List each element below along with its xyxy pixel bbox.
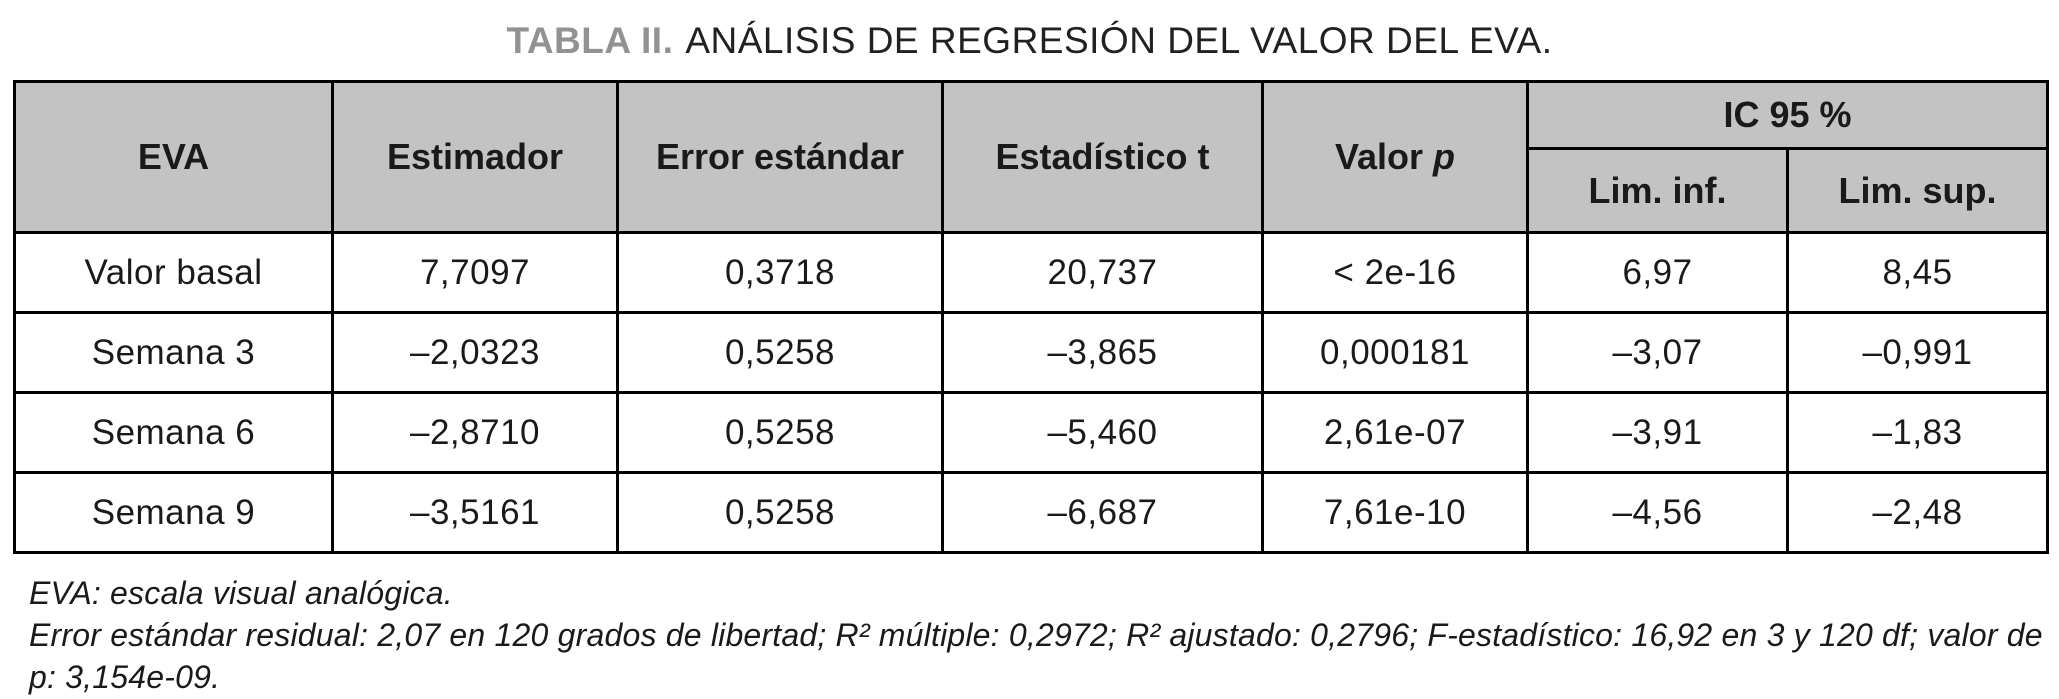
table-header-row-2: Lim. inf. Lim. sup. [15,147,2049,234]
table-title: TABLA II. ANÁLISIS DE REGRESIÓN DEL VALOR… [13,20,2046,62]
table-cell: 20,737 [941,231,1264,314]
regression-table: EVA Estimador Error estándar Estadístico… [13,79,2049,554]
table-cell: 8,45 [1786,231,2049,314]
table-cell: –6,687 [941,471,1264,554]
table-cell: < 2e-16 [1261,231,1529,314]
header-lim-sup: Lim. sup. [1786,147,2049,234]
table-cell: 0,3718 [616,231,944,314]
table-cell: –3,07 [1526,311,1789,394]
table-cell: –3,91 [1526,391,1789,474]
footnote-abbreviation: EVA: escala visual analógica. [29,575,453,611]
table-cell: –3,865 [941,311,1264,394]
table-cell: 0,5258 [616,311,944,394]
table-title-label: TABLA II. [506,20,674,61]
table-cell: –2,8710 [331,391,619,474]
table-cell: 0,5258 [616,391,944,474]
table-row: Valor basal 7,7097 0,3718 20,737 < 2e-16… [13,231,2049,314]
table-title-text: ANÁLISIS DE REGRESIÓN DEL VALOR DEL EVA. [685,20,1553,61]
table-cell: Semana 6 [13,391,334,474]
table-cell: –4,56 [1526,471,1789,554]
header-ic95: IC 95 % [1526,79,2049,151]
header-error-estandar: Error estándar [616,80,944,234]
table-cell: 7,7097 [331,231,619,314]
table-body: Valor basal 7,7097 0,3718 20,737 < 2e-16… [13,231,2049,554]
table-cell: 7,61e-10 [1261,471,1529,554]
header-eva: EVA [13,80,334,234]
table-cell: 0,000181 [1261,311,1529,394]
header-valor-p-prefix: Valor [1334,136,1434,177]
table-cell: Semana 9 [13,471,334,554]
table-row: Semana 9 –3,5161 0,5258 –6,687 7,61e-10 … [13,471,2049,554]
header-estadistico-t: Estadístico t [941,80,1264,234]
header-lim-inf: Lim. inf. [1526,147,1789,234]
table-footnotes: EVA: escala visual analógica. Error está… [29,572,2043,699]
table-header: EVA Estimador Error estándar Estadístico… [13,79,2049,234]
table-cell: –2,0323 [331,311,619,394]
header-valor-p: Valor p [1261,80,1529,234]
table-cell: –3,5161 [331,471,619,554]
header-estimador: Estimador [331,80,619,234]
header-valor-p-symbol: p [1433,136,1456,177]
footnote-statistics: Error estándar residual: 2,07 en 120 gra… [29,617,2043,696]
table-cell: 0,5258 [616,471,944,554]
table-cell: Valor basal [13,231,334,314]
table-row: Semana 6 –2,8710 0,5258 –5,460 2,61e-07 … [13,391,2049,474]
table-cell: –0,991 [1786,311,2049,394]
table-cell: –5,460 [941,391,1264,474]
table-row: Semana 3 –2,0323 0,5258 –3,865 0,000181 … [13,311,2049,394]
table-cell: 2,61e-07 [1261,391,1529,474]
table-cell: 6,97 [1526,231,1789,314]
table-header-row-1: EVA Estimador Error estándar Estadístico… [13,79,2049,234]
table-cell: –2,48 [1786,471,2049,554]
table-cell: –1,83 [1786,391,2049,474]
table-cell: Semana 3 [13,311,334,394]
